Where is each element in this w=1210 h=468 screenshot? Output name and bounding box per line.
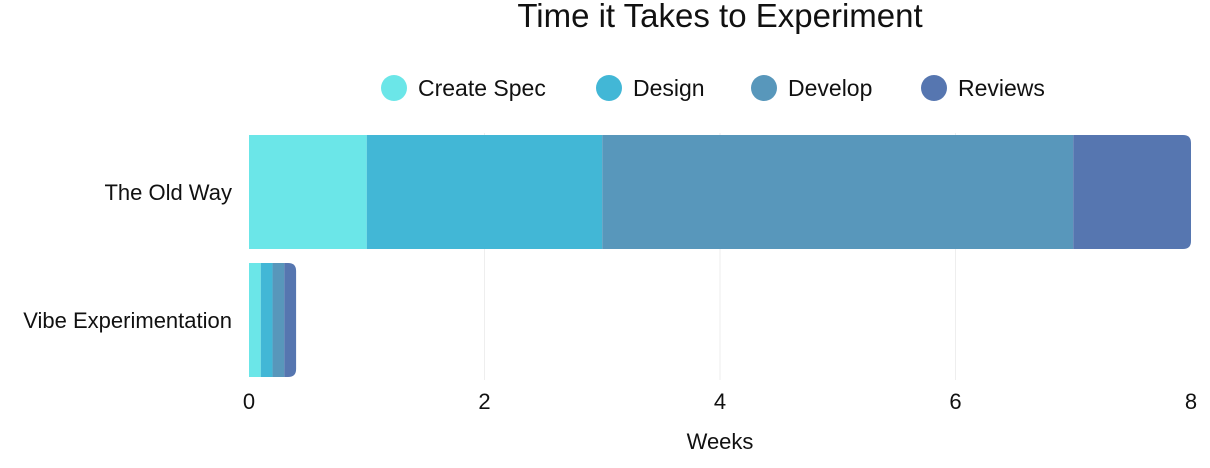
legend-label: Design bbox=[633, 75, 705, 101]
bar-segment bbox=[260, 263, 273, 377]
legend-label: Create Spec bbox=[418, 75, 546, 101]
x-axis-label: Weeks bbox=[687, 429, 754, 454]
legend-swatch bbox=[381, 75, 407, 101]
bar-segment bbox=[1073, 135, 1191, 249]
legend-label: Reviews bbox=[958, 75, 1045, 101]
legend-label: Develop bbox=[788, 75, 872, 101]
chart-title: Time it Takes to Experiment bbox=[517, 0, 922, 34]
y-tick-label: The Old Way bbox=[104, 180, 232, 205]
bar-segment bbox=[249, 135, 367, 249]
x-tick-label: 0 bbox=[243, 389, 255, 414]
bar-segment bbox=[602, 135, 1074, 249]
bar-segment bbox=[249, 263, 261, 377]
y-tick-label: Vibe Experimentation bbox=[23, 308, 232, 333]
x-tick-label: 6 bbox=[949, 389, 961, 414]
bar-segment bbox=[272, 263, 285, 377]
bars bbox=[249, 135, 1191, 377]
bar-segment bbox=[284, 263, 297, 377]
legend-swatch bbox=[751, 75, 777, 101]
x-tick-label: 2 bbox=[478, 389, 490, 414]
x-tick-label: 4 bbox=[714, 389, 726, 414]
legend-swatch bbox=[921, 75, 947, 101]
legend: Create Spec Design Develop Reviews bbox=[381, 75, 1045, 101]
x-tick-label: 8 bbox=[1185, 389, 1197, 414]
y-axis-ticks: The Old Way Vibe Experimentation bbox=[23, 180, 232, 333]
x-axis-ticks: 0 2 4 6 8 bbox=[243, 389, 1197, 414]
bar-segment bbox=[366, 135, 603, 249]
legend-swatch bbox=[596, 75, 622, 101]
